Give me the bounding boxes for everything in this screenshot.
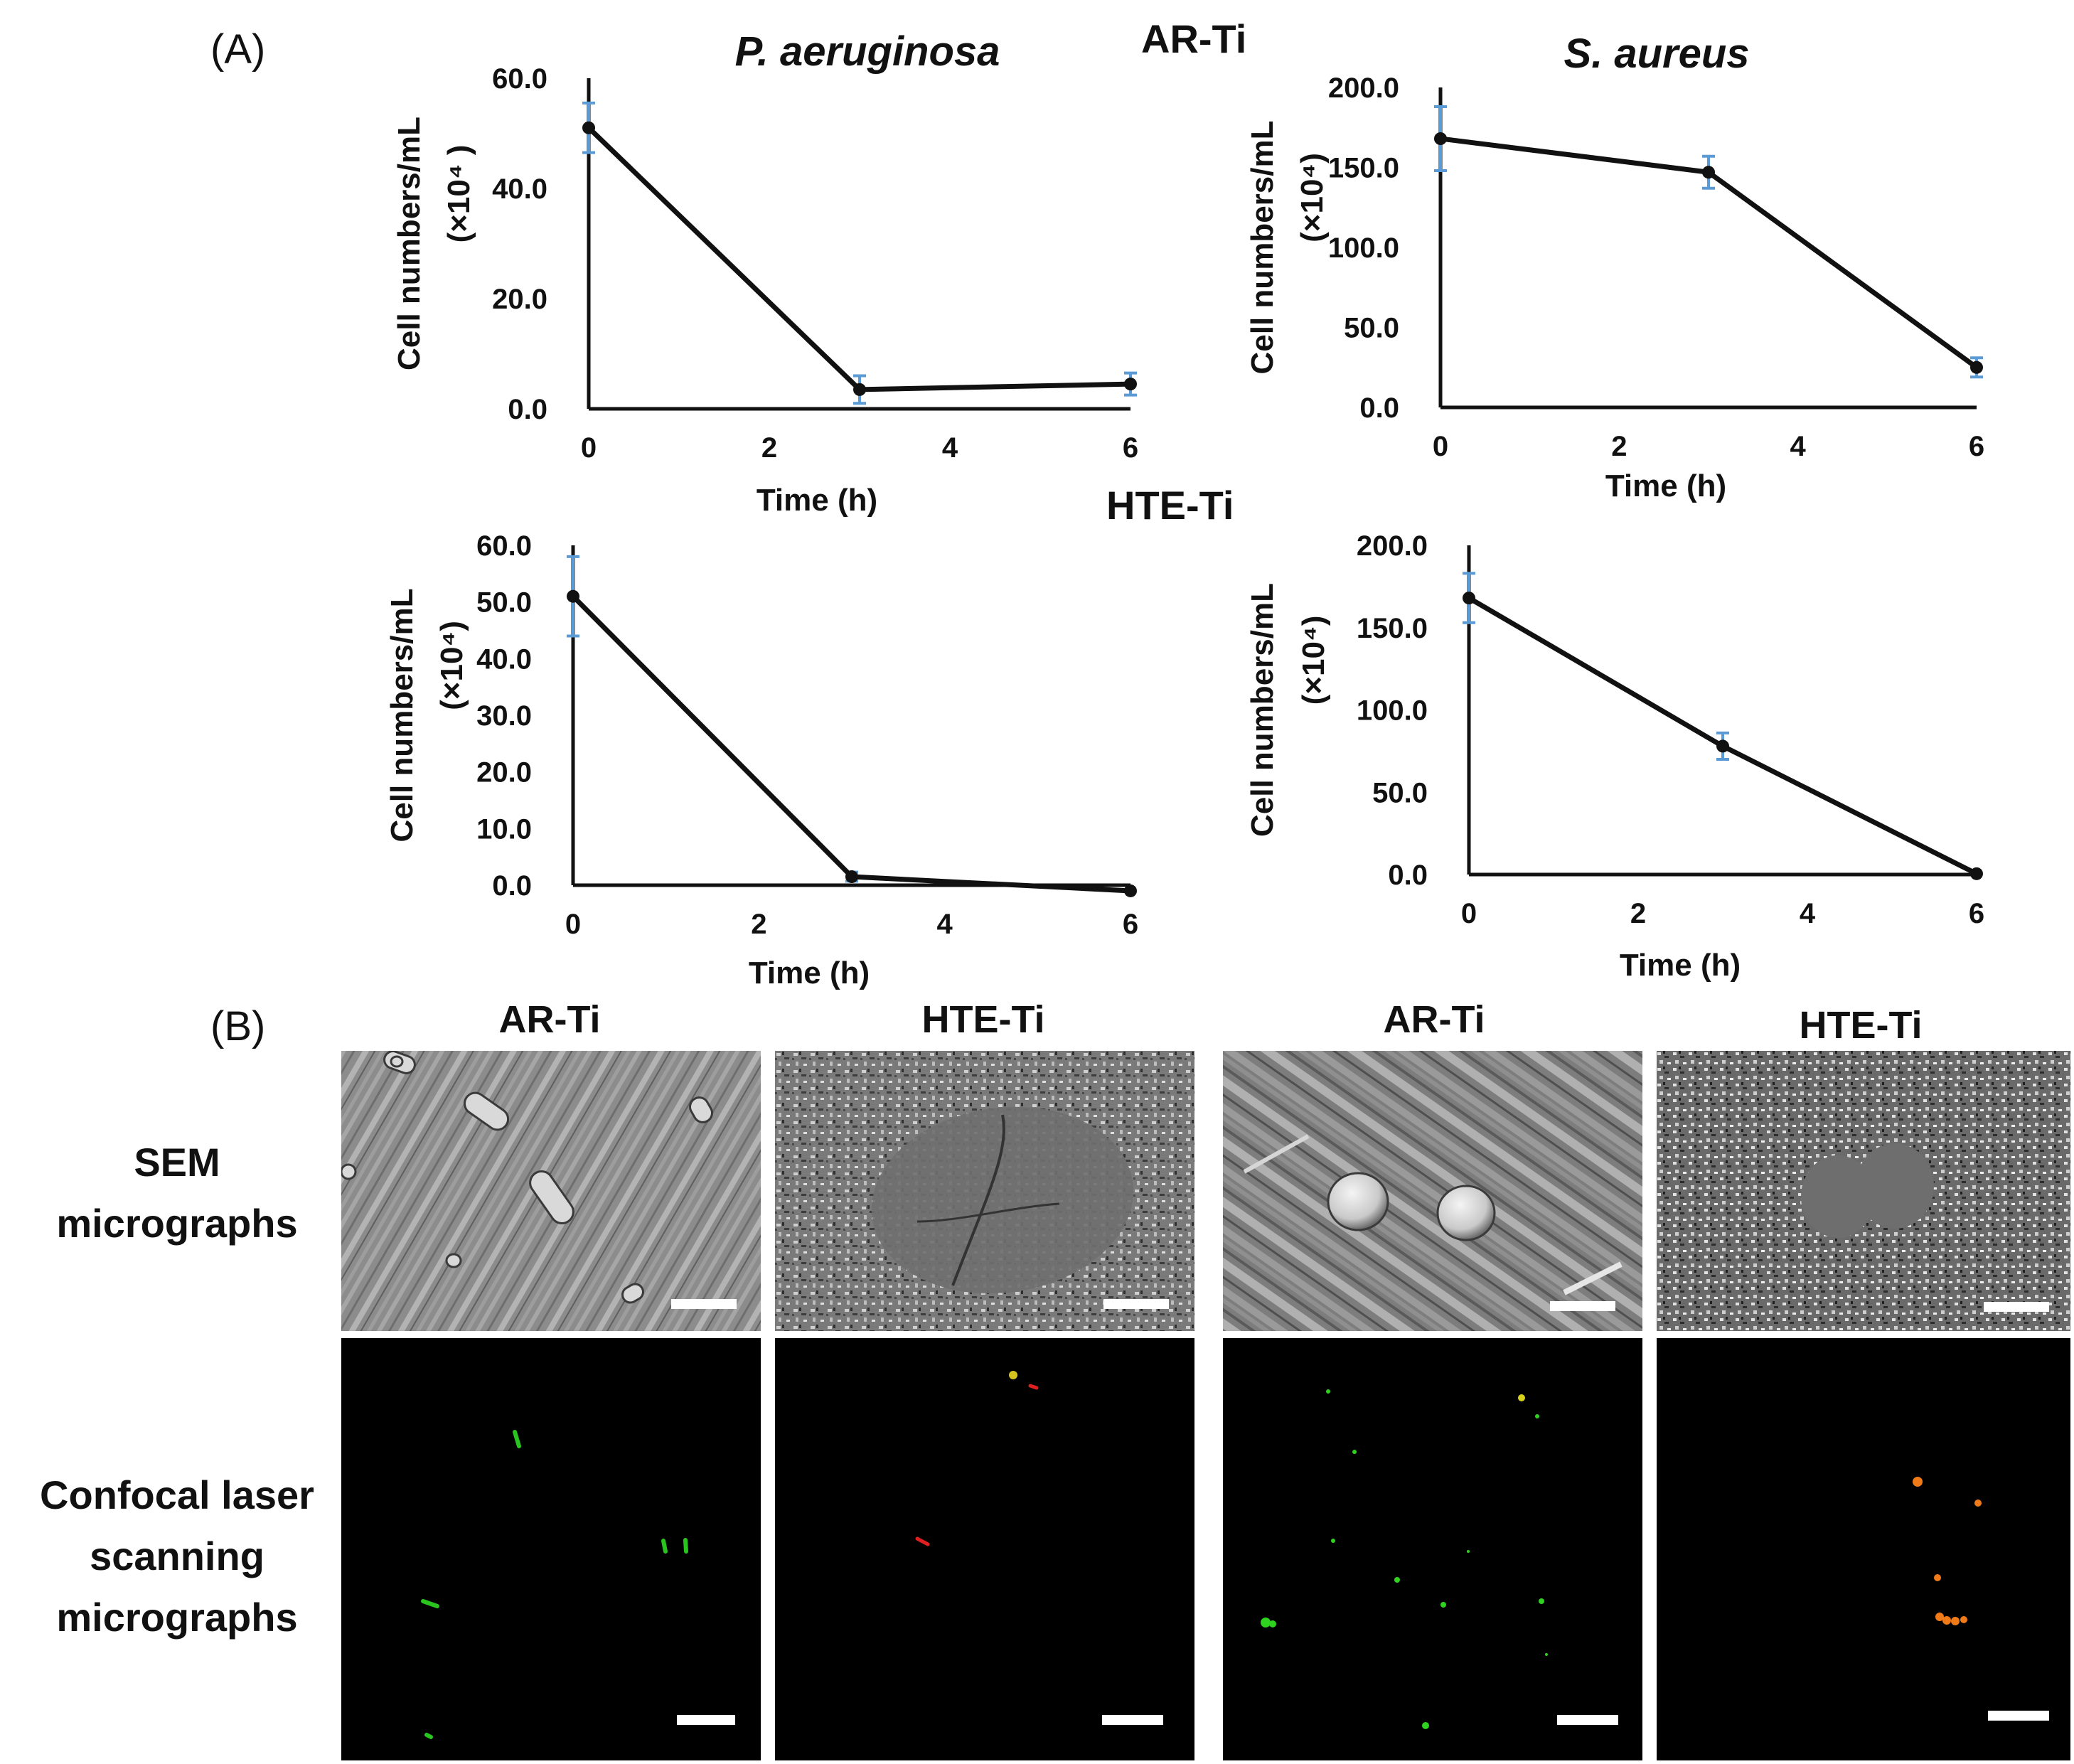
row-label-confocal-line-1: Confocal laser [40,1472,314,1517]
chart-title: S. aureus [1563,31,1749,77]
data-point [1702,166,1715,179]
scale-bar-sem-2 [1103,1299,1169,1309]
scale-bar-sem-3 [1550,1301,1615,1311]
y-axis-label: Cell numbers/mL [1245,583,1280,837]
y-tick-label: 50.0 [476,587,532,619]
data-point [1970,360,1983,374]
row-title-ar-ti: AR-Ti [1141,16,1247,61]
y-axis-unit-label: (×10⁴) [1296,616,1331,705]
x-tick-label: 2 [1630,898,1646,929]
row-label-confocal: Confocal laser scanning micrographs [10,1465,344,1648]
confocal-micrograph-hte-ti-p-aeruginosa [775,1338,1194,1760]
series-line [587,126,1131,392]
data-point [1124,378,1137,391]
sem-column-title-3: AR-Ti [1383,998,1485,1041]
y-tick-label: 200.0 [1357,530,1428,562]
y-tick-label: 40.0 [492,173,547,205]
data-point [1970,867,1983,880]
row-label-sem-line-1: SEM [134,1140,220,1185]
x-axis-label: Time (h) [1605,469,1726,503]
y-tick-label: 60.0 [492,63,547,95]
y-tick-label: 30.0 [476,700,532,732]
y-tick-label: 40.0 [476,643,532,675]
sem-column-title-4: HTE-Ti [1799,1004,1923,1047]
y-axis-label: Cell numbers/mL [392,117,427,370]
y-tick-label: 200.0 [1328,73,1399,104]
chart-title: P. aeruginosa [735,28,1000,75]
y-tick-label: 60.0 [476,530,532,562]
scale-bar-confocal-2 [1102,1715,1163,1725]
data-point [1124,884,1137,897]
scale-bar-confocal-3 [1557,1715,1618,1725]
y-axis-unit-label: (×10⁴ ) [442,145,476,243]
sem-micrograph-hte-ti-p-aeruginosa [775,1051,1194,1331]
data-point [582,121,595,134]
x-tick-label: 2 [1611,431,1627,462]
y-tick-label: 0.0 [492,870,532,902]
x-axis-label: Time (h) [1620,948,1741,983]
scale-bar-confocal-4 [1988,1711,2049,1721]
y-tick-label: 20.0 [476,757,532,789]
x-tick-label: 6 [1969,898,1984,929]
sem-micrograph-ar-ti-p-aeruginosa [341,1051,761,1331]
y-axis-unit-label: (×10⁴) [1295,153,1330,242]
y-axis-unit-label: (×10⁴) [434,621,469,710]
y-tick-label: 100.0 [1328,232,1399,264]
x-tick-label: 2 [751,909,766,940]
y-tick-label: 20.0 [492,284,547,315]
y-tick-label: 0.0 [1359,392,1399,424]
y-tick-label: 100.0 [1357,695,1428,727]
data-point [1434,132,1447,145]
sem-micrograph-hte-ti-s-aureus [1657,1051,2070,1331]
x-tick-label: 4 [942,432,958,464]
row-label-confocal-line-3: micrographs [56,1595,298,1640]
data-point [853,383,866,396]
y-axis-label: Cell numbers/mL [1245,121,1280,375]
x-axis-label: Time (h) [757,483,877,518]
data-point [567,589,579,603]
y-tick-label: 50.0 [1344,313,1399,344]
y-tick-label: 150.0 [1328,153,1399,184]
confocal-micrograph-ar-ti-p-aeruginosa [341,1338,761,1760]
x-tick-label: 6 [1123,432,1138,464]
x-tick-label: 0 [1461,898,1477,929]
y-tick-label: 10.0 [476,813,532,845]
x-tick-label: 4 [937,909,953,940]
panel-label-b: (B) [210,1003,266,1049]
sem-micrograph-ar-ti-s-aureus [1223,1051,1642,1331]
y-tick-label: 150.0 [1357,613,1428,644]
row-title-hte-ti: HTE-Ti [1106,483,1234,528]
scale-bar-sem-4 [1984,1302,2049,1312]
sem-column-title-2: HTE-Ti [921,998,1045,1041]
scale-bar-sem-1 [671,1299,737,1309]
x-tick-label: 4 [1800,898,1816,929]
x-tick-label: 0 [565,909,581,940]
data-point [1463,592,1475,605]
x-axis-label: Time (h) [749,956,870,990]
x-tick-label: 0 [1433,431,1448,462]
row-label-sem: SEM micrographs [10,1132,344,1254]
x-tick-label: 0 [581,432,597,464]
confocal-micrograph-ar-ti-s-aureus [1223,1338,1642,1760]
data-point [1716,739,1729,753]
x-tick-label: 2 [761,432,777,464]
y-tick-label: 0.0 [508,394,547,425]
confocal-micrograph-hte-ti-s-aureus [1657,1338,2070,1760]
data-point [845,870,858,884]
row-label-confocal-line-2: scanning [90,1534,264,1578]
x-tick-label: 6 [1969,431,1984,462]
y-axis-label: Cell numbers/mL [385,589,419,843]
y-tick-label: 0.0 [1388,860,1428,891]
panel-label-a: (A) [210,26,266,73]
x-tick-label: 4 [1790,431,1807,462]
series-line [571,594,1131,894]
row-label-sem-line-2: micrographs [56,1201,298,1246]
x-tick-label: 6 [1123,909,1138,940]
scale-bar-confocal-1 [677,1715,735,1725]
sem-column-title-1: AR-Ti [498,998,601,1041]
y-tick-label: 50.0 [1372,777,1428,808]
